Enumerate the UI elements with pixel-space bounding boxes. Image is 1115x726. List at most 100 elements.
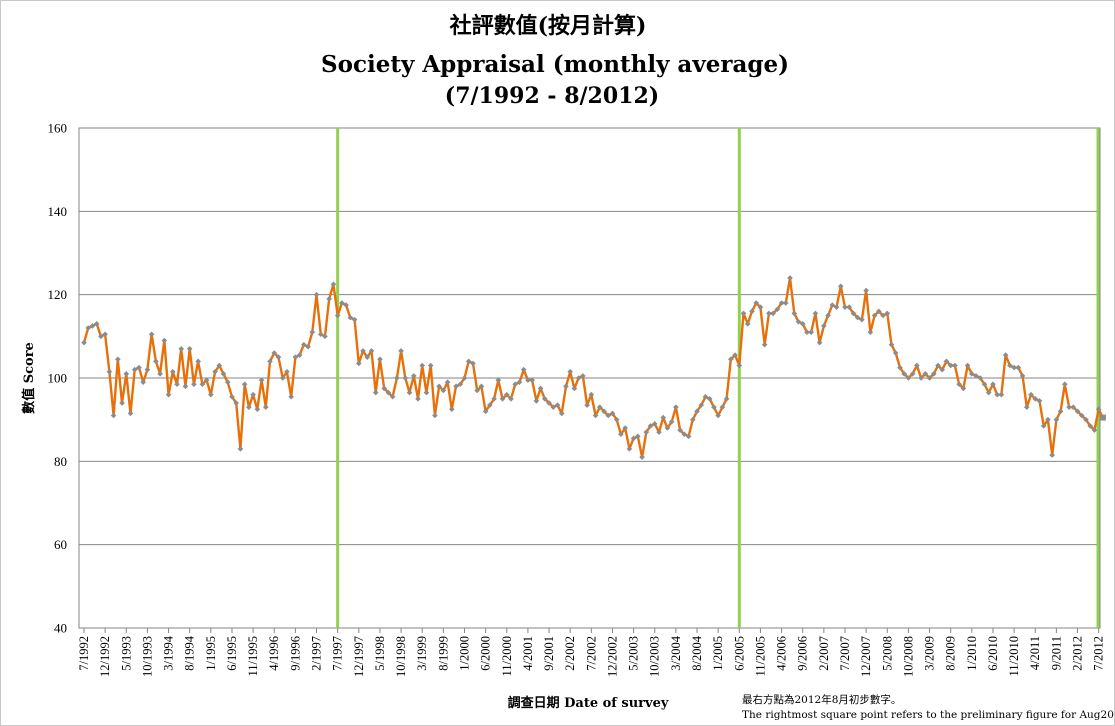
data-point — [774, 306, 781, 313]
data-point — [288, 393, 294, 400]
x-tick-label: 4/2001 — [521, 636, 535, 671]
data-point — [410, 373, 417, 379]
data-point — [351, 316, 358, 323]
data-point — [427, 362, 434, 369]
data-point — [178, 346, 185, 352]
data-point — [305, 343, 311, 350]
data-point — [119, 400, 125, 406]
data-point — [444, 379, 451, 385]
data-point — [326, 296, 333, 302]
data-point — [98, 333, 104, 340]
data-point — [529, 377, 535, 383]
data-point — [237, 446, 244, 452]
data-point — [1045, 416, 1051, 423]
data-point — [892, 350, 899, 356]
data-point — [262, 404, 269, 410]
x-tick-label: 12/1997 — [352, 636, 366, 677]
x-tick-label: 11/1995 — [246, 636, 260, 677]
data-point — [867, 329, 874, 335]
y-axis-ticks: 40 60 80 100 120 140 160 — [48, 121, 68, 636]
data-point — [212, 368, 218, 375]
data-point — [660, 414, 667, 421]
x-tick-label: 8/2004 — [690, 635, 704, 670]
data-point — [487, 402, 493, 408]
data-point — [973, 373, 979, 379]
data-point — [702, 393, 709, 400]
x-tick-label: 10/2008 — [901, 636, 915, 677]
chart-date-range: (7/1992 - 8/2012) — [445, 83, 659, 109]
data-point — [791, 310, 798, 317]
x-tick-label: 9/1996 — [288, 636, 302, 671]
data-point — [1083, 416, 1089, 423]
x-tick-label: 7/1997 — [331, 636, 345, 671]
x-tick-label: 8/1994 — [183, 635, 197, 670]
data-point — [783, 300, 789, 306]
data-point — [901, 371, 907, 377]
data-point — [1015, 364, 1022, 371]
data-point — [224, 379, 231, 385]
data-point — [736, 362, 743, 369]
data-point — [685, 433, 692, 440]
data-point — [398, 348, 404, 354]
data-point — [267, 358, 273, 365]
data-point — [271, 350, 278, 356]
data-point — [1095, 406, 1102, 413]
data-point — [470, 360, 476, 367]
x-tick-label: 4/1996 — [267, 636, 281, 671]
data-point — [749, 308, 755, 315]
data-point — [668, 418, 675, 425]
data-point — [643, 429, 650, 435]
x-tick-label: 11/2010 — [1007, 636, 1021, 677]
data-point — [575, 375, 582, 381]
data-point — [165, 391, 172, 398]
data-point — [770, 310, 776, 317]
data-point — [884, 310, 891, 317]
y-axis-label: 數值 Score — [21, 342, 37, 414]
data-point — [1053, 416, 1060, 423]
data-point — [423, 389, 430, 396]
data-point — [909, 371, 916, 377]
data-point — [241, 381, 248, 388]
x-tick-label: 8/1999 — [436, 636, 450, 671]
data-point — [656, 429, 662, 435]
data-point — [174, 381, 180, 388]
data-point — [182, 383, 189, 390]
data-point — [339, 300, 345, 306]
data-point — [689, 416, 696, 423]
data-point — [81, 339, 87, 346]
x-tick-label: 6/2010 — [986, 636, 1000, 671]
data-point — [706, 396, 713, 402]
data-point — [457, 381, 464, 388]
data-point — [715, 412, 721, 419]
data-point — [381, 385, 387, 392]
data-point — [998, 391, 1005, 398]
data-point — [639, 454, 645, 460]
data-point — [377, 356, 383, 363]
data-point — [626, 446, 633, 452]
data-point — [140, 379, 146, 385]
data-point — [85, 325, 92, 331]
data-point — [863, 287, 869, 294]
data-point — [127, 410, 134, 417]
data-point — [250, 391, 256, 398]
data-point — [279, 375, 286, 381]
data-point — [520, 366, 527, 373]
x-tick-label: 6/2005 — [732, 636, 746, 671]
data-point — [554, 402, 561, 408]
x-tick-label: 1/1995 — [204, 636, 218, 671]
data-point — [905, 375, 912, 381]
data-point — [161, 337, 168, 344]
data-point — [309, 329, 316, 335]
data-point — [1066, 404, 1072, 410]
data-point — [499, 396, 506, 402]
data-point — [1007, 362, 1013, 369]
x-tick-label: 2/2007 — [817, 636, 831, 671]
data-point — [994, 391, 1000, 398]
data-point — [89, 323, 96, 329]
footer-note-english: The rightmost square point refers to the… — [742, 709, 1115, 721]
data-point — [926, 375, 933, 381]
data-point — [1036, 398, 1043, 404]
data-point — [571, 385, 578, 392]
data-point — [465, 358, 472, 365]
data-point — [567, 368, 573, 375]
